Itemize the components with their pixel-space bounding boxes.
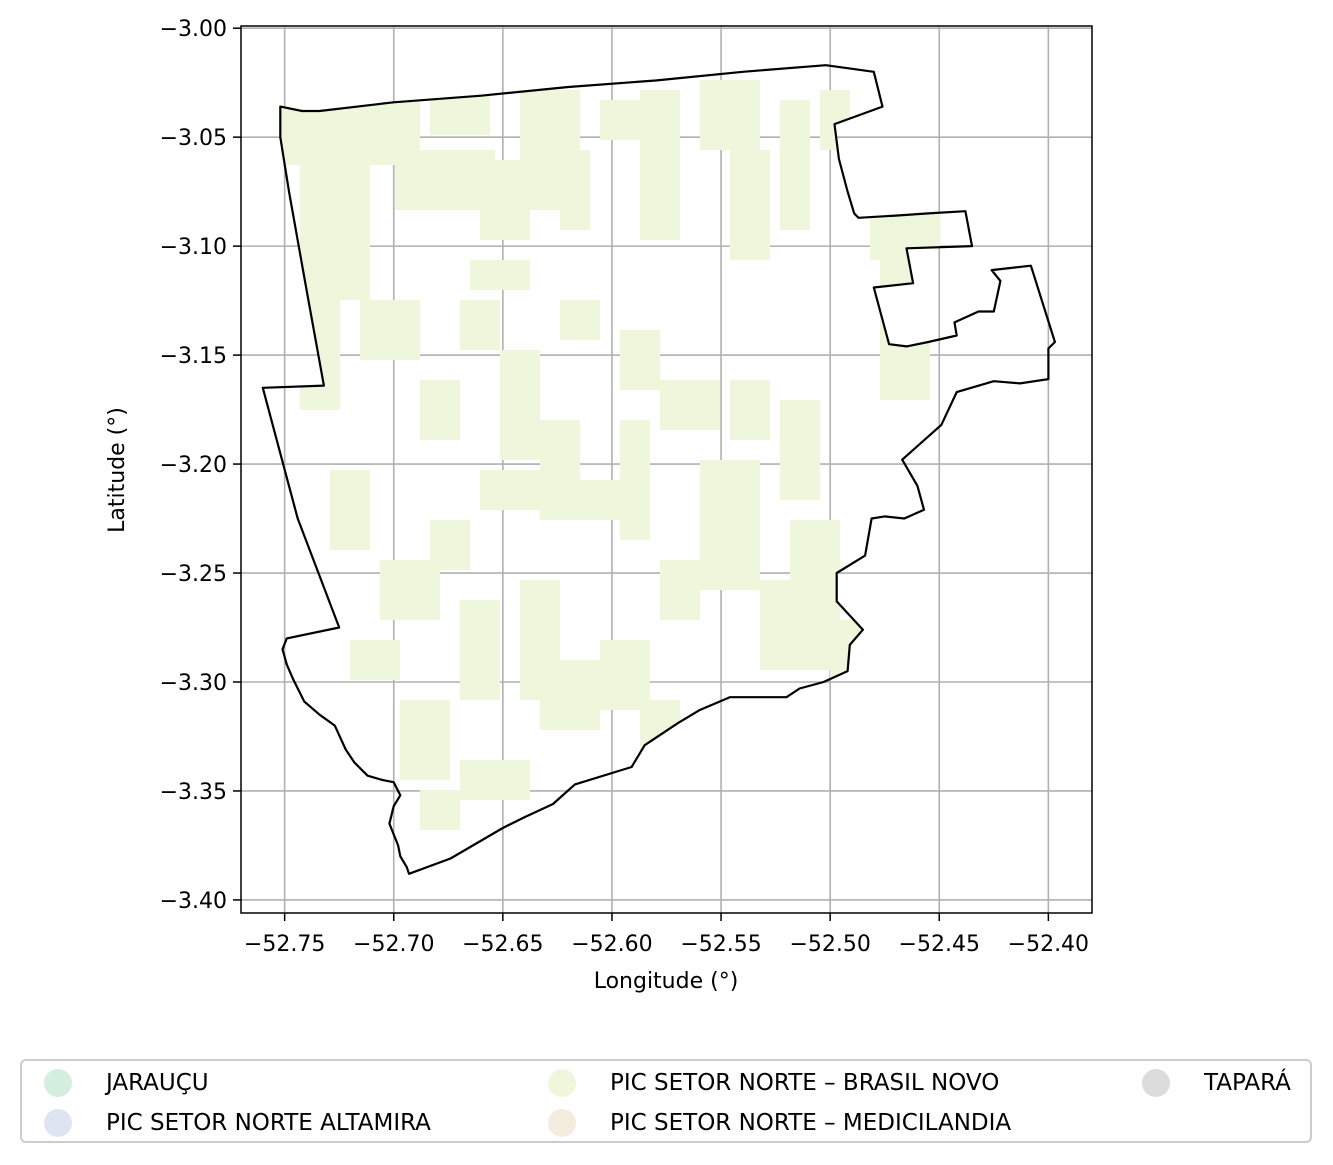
legend-label: PIC SETOR NORTE ALTAMIRA	[106, 1110, 431, 1136]
y-tick-label: −3.40	[160, 889, 227, 914]
land-parcel	[420, 380, 460, 440]
legend-marker-icon	[548, 1069, 576, 1097]
x-tick-label: −52.60	[571, 932, 652, 957]
land-parcel	[420, 790, 460, 830]
plot-frame	[240, 25, 1093, 914]
x-tick-label: −52.65	[462, 932, 543, 957]
land-parcel	[430, 95, 490, 135]
legend-item-tapara: TAPARÁ	[1142, 1067, 1291, 1099]
land-parcel	[560, 300, 600, 340]
x-tick-label: −52.75	[244, 932, 325, 957]
legend-marker-icon	[548, 1109, 576, 1137]
legend-item-jaraucu: JARAUÇU	[44, 1067, 209, 1099]
land-parcel	[500, 350, 540, 460]
y-tick-label: −3.00	[160, 17, 227, 42]
land-parcel	[400, 700, 450, 780]
region-boundary	[261, 64, 1056, 875]
land-parcel	[600, 640, 650, 710]
land-parcel	[700, 80, 760, 150]
legend-item-medicilandia: PIC SETOR NORTE – MEDICILANDIA	[548, 1107, 1011, 1139]
legend-item-altamira: PIC SETOR NORTE ALTAMIRA	[44, 1107, 431, 1139]
y-tick-label: −3.15	[160, 344, 227, 369]
legend: JARAUÇU PIC SETOR NORTE ALTAMIRA PIC SET…	[20, 1059, 1312, 1143]
land-parcel	[330, 470, 370, 550]
land-parcel	[560, 150, 590, 230]
land-parcel	[350, 640, 400, 680]
legend-label: TAPARÁ	[1204, 1070, 1291, 1096]
x-tick-label: −52.55	[680, 932, 761, 957]
y-tick-label: −3.25	[160, 562, 227, 587]
land-parcel	[780, 100, 810, 230]
y-axis-title: Latitude (°)	[105, 407, 130, 533]
legend-marker-icon	[44, 1069, 72, 1097]
land-parcel	[460, 300, 500, 350]
legend-item-brasil-novo: PIC SETOR NORTE – BRASIL NOVO	[548, 1067, 999, 1099]
region-fill-brasil-novo	[280, 80, 940, 830]
legend-label: PIC SETOR NORTE – BRASIL NOVO	[610, 1070, 1000, 1096]
land-parcel	[780, 400, 820, 500]
x-tick-label: −52.70	[353, 932, 434, 957]
land-parcel	[620, 420, 650, 540]
land-parcel	[600, 100, 640, 140]
legend-marker-icon	[44, 1109, 72, 1137]
y-tick-label: −3.30	[160, 671, 227, 696]
land-parcel	[730, 380, 770, 440]
y-tick-label: −3.35	[160, 780, 227, 805]
land-parcel	[540, 420, 580, 520]
land-parcel	[360, 300, 420, 360]
land-parcel	[640, 90, 680, 240]
x-axis-title: Longitude (°)	[594, 969, 739, 994]
y-tick-label: −3.20	[160, 453, 227, 478]
x-tick-label: −52.50	[789, 932, 870, 957]
land-parcel	[395, 150, 495, 210]
y-axis-ticks: −3.00 −3.05 −3.10 −3.15 −3.20 −3.25 −3.30 −3.35…	[160, 17, 241, 914]
land-parcel	[430, 520, 470, 570]
land-parcel	[470, 260, 530, 290]
land-parcel	[460, 600, 500, 700]
land-parcel	[480, 160, 530, 240]
land-parcel	[460, 760, 530, 800]
land-parcel	[660, 560, 700, 620]
legend-marker-icon	[1142, 1069, 1170, 1097]
land-parcel	[730, 150, 770, 260]
legend-label: PIC SETOR NORTE – MEDICILANDIA	[610, 1110, 1012, 1136]
y-tick-label: −3.05	[160, 126, 227, 151]
x-axis-ticks: −52.75 −52.70 −52.65 −52.60 −52.55 −52.50 −52.…	[244, 913, 1089, 957]
y-tick-label: −3.10	[160, 235, 227, 260]
land-parcel	[760, 580, 840, 670]
x-tick-label: −52.40	[1008, 932, 1089, 957]
land-parcel	[340, 120, 370, 300]
land-parcel	[700, 460, 760, 590]
x-tick-label: −52.45	[899, 932, 980, 957]
land-parcel	[660, 380, 720, 430]
map-chart: −52.75 −52.70 −52.65 −52.60 −52.55 −52.50 −52.…	[105, 17, 1093, 994]
land-parcel	[540, 660, 600, 730]
land-parcel	[620, 330, 660, 390]
land-parcel	[480, 470, 540, 510]
legend-label: JARAUÇU	[106, 1070, 209, 1096]
